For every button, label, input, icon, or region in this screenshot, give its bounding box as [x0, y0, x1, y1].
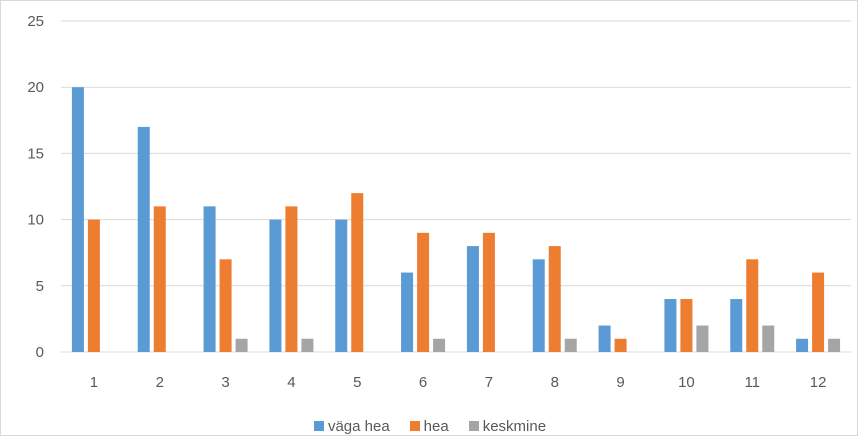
y-tick-label-25: 25 [27, 13, 44, 30]
bar-väga-hea-9 [598, 325, 611, 352]
bar-keskmine-4 [301, 338, 314, 352]
bar-hea-1 [87, 219, 100, 352]
x-tick-label-9: 9 [616, 374, 624, 391]
x-tick-label-3: 3 [221, 374, 229, 391]
bar-väga-hea-2 [137, 126, 150, 352]
bar-hea-11 [746, 259, 759, 352]
bar-hea-8 [548, 246, 561, 352]
bar-keskmine-3 [235, 338, 248, 352]
bar-väga-hea-1 [71, 87, 84, 352]
bar-väga-hea-10 [664, 299, 677, 352]
x-tick-label-2: 2 [156, 374, 164, 391]
x-tick-label-10: 10 [678, 374, 695, 391]
y-tick-label-10: 10 [27, 212, 44, 229]
x-tick-label-11: 11 [744, 374, 760, 391]
bar-hea-4 [285, 206, 298, 352]
bar-väga-hea-8 [532, 259, 545, 352]
y-tick-label-0: 0 [36, 344, 44, 361]
legend-label-hea: hea [423, 417, 449, 435]
bar-väga-hea-12 [796, 338, 809, 352]
bar-hea-7 [482, 232, 495, 352]
bar-hea-9 [614, 338, 627, 352]
bar-keskmine-6 [433, 338, 446, 352]
x-tick-label-5: 5 [353, 374, 361, 391]
legend-label-vaga-hea: väga hea [327, 417, 390, 435]
x-tick-label-4: 4 [287, 374, 295, 391]
y-tick-label-5: 5 [36, 278, 44, 295]
bar-väga-hea-3 [203, 206, 216, 352]
bar-hea-5 [351, 193, 364, 352]
legend-swatch-keskmine [468, 421, 479, 431]
bar-väga-hea-7 [466, 246, 479, 352]
x-tick-label-7: 7 [485, 374, 493, 391]
bar-väga-hea-5 [335, 219, 348, 352]
x-tick-label-6: 6 [419, 374, 427, 391]
legend-item-keskmine: keskmine [468, 417, 547, 435]
y-tick-label-20: 20 [27, 79, 44, 96]
bar-keskmine-11 [762, 325, 775, 352]
legend-item-vaga-hea: väga hea [313, 417, 390, 435]
legend-item-hea: hea [409, 417, 449, 435]
legend-label-keskmine: keskmine [482, 417, 547, 435]
bar-hea-3 [219, 259, 232, 352]
bar-hea-12 [812, 272, 825, 352]
bar-hea-2 [153, 206, 166, 352]
x-tick-label-8: 8 [551, 374, 559, 391]
legend-swatch-hea [409, 421, 420, 431]
bar-keskmine-10 [696, 325, 709, 352]
bar-väga-hea-11 [730, 299, 743, 352]
x-tick-label-1: 1 [90, 374, 98, 391]
bar-keskmine-8 [564, 338, 577, 352]
bar-keskmine-12 [828, 338, 841, 352]
x-tick-label-12: 12 [810, 374, 827, 391]
legend: väga hea hea keskmine [1, 417, 858, 435]
bar-väga-hea-4 [269, 219, 282, 352]
bar-hea-6 [417, 232, 430, 352]
y-tick-label-15: 15 [27, 145, 44, 162]
legend-swatch-vaga-hea [313, 421, 324, 431]
bar-hea-10 [680, 299, 693, 352]
bar-väga-hea-6 [401, 272, 414, 352]
